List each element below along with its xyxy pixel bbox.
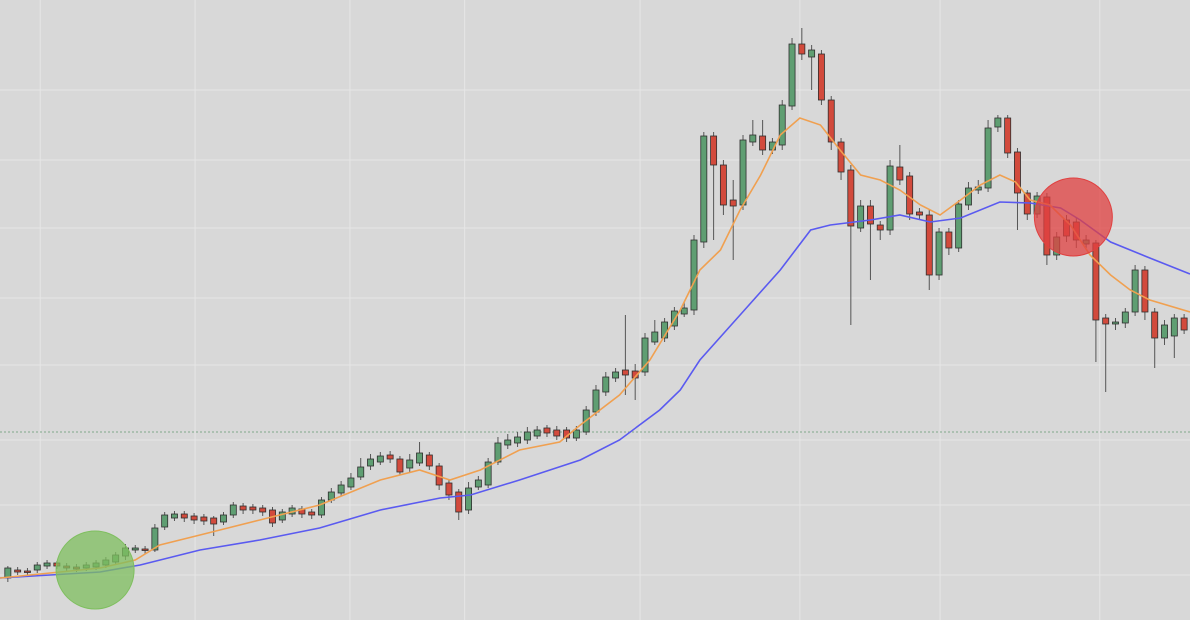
candle-body (837, 141, 845, 173)
candle-body (1161, 324, 1168, 339)
candle-body (621, 369, 629, 376)
candle-body (602, 376, 610, 393)
candle-body (259, 507, 267, 513)
candle-body (612, 371, 620, 379)
candle-body (886, 165, 894, 231)
candle-body (1121, 311, 1129, 324)
candle-body (592, 389, 600, 413)
candle-body (131, 547, 139, 551)
candle-body (680, 307, 688, 315)
candle-body (347, 477, 355, 488)
candle-body (876, 224, 884, 231)
candle-body (935, 231, 943, 276)
candle-body (955, 203, 963, 249)
candle-body (690, 239, 698, 311)
candle-body (896, 166, 904, 181)
candle-body (220, 514, 227, 523)
highlight-marker (55, 530, 135, 610)
candle-body (700, 135, 708, 243)
candle-body (1092, 242, 1100, 321)
candle-body (445, 482, 453, 496)
candle-body (533, 429, 541, 437)
candle-body (494, 442, 502, 463)
candle-body (210, 517, 218, 525)
candle-body (376, 455, 384, 463)
candle-body (14, 569, 22, 573)
candle-body (523, 431, 531, 441)
candle-body (729, 199, 737, 207)
candle-body (925, 214, 933, 276)
candle-body (455, 491, 463, 513)
candle-body (318, 499, 325, 516)
candle-body (867, 205, 874, 225)
candle-body (249, 506, 257, 511)
candle-body (916, 211, 923, 216)
candle-body (1180, 317, 1188, 331)
candle-body (808, 49, 816, 58)
candle-body (239, 505, 247, 511)
moving-average (0, 117, 1190, 579)
candle-body (308, 511, 316, 516)
candle-body (141, 548, 149, 551)
candle-body (161, 514, 169, 528)
candle-body (278, 511, 286, 521)
candle-body (710, 135, 718, 166)
candle-body (778, 104, 786, 146)
candle-body (180, 513, 188, 519)
candle-body (543, 427, 551, 434)
candle-body (553, 429, 561, 437)
candle-body (24, 570, 31, 573)
candle-body (396, 458, 404, 473)
candle-body (572, 429, 580, 439)
candle-body (984, 127, 992, 189)
candle-body (857, 205, 865, 229)
candle-body (337, 484, 345, 494)
candle-body (151, 527, 159, 551)
candle-body (719, 164, 727, 206)
candle-body (406, 459, 414, 469)
candle-body (474, 479, 482, 488)
candle-body (425, 454, 433, 467)
candle-body (847, 169, 855, 227)
candle-body (994, 117, 1002, 128)
candle-body (1014, 151, 1021, 194)
candle-body (1141, 269, 1149, 313)
candle-body (1170, 317, 1178, 337)
candle-body (43, 562, 51, 567)
candle-body (484, 461, 492, 486)
moving-average (0, 201, 1190, 579)
candle-body (33, 564, 41, 571)
candle-body (357, 466, 365, 478)
candle-body (416, 452, 423, 464)
candle-body (190, 515, 198, 521)
candle-body (739, 139, 747, 206)
candle-body (641, 337, 649, 373)
candle-body (367, 458, 374, 467)
candle-body (514, 436, 522, 444)
candle-body (1151, 311, 1159, 339)
candle-body (945, 231, 953, 249)
candle-body (749, 134, 757, 143)
candle-body (229, 504, 237, 516)
candle-body (827, 99, 835, 143)
candle-body (1004, 117, 1012, 154)
candle-body (651, 331, 659, 343)
candle-body (1102, 317, 1110, 325)
candle-body (171, 513, 178, 519)
candle-body (759, 135, 767, 151)
candle-body (465, 487, 472, 511)
candle-body (817, 53, 825, 101)
candle-body (386, 454, 394, 460)
candle-body (788, 43, 796, 107)
candle-body (504, 439, 512, 446)
highlight-marker (1033, 177, 1113, 257)
candle-body (798, 43, 806, 55)
candle-body (1112, 321, 1119, 325)
candle-body (200, 516, 208, 522)
